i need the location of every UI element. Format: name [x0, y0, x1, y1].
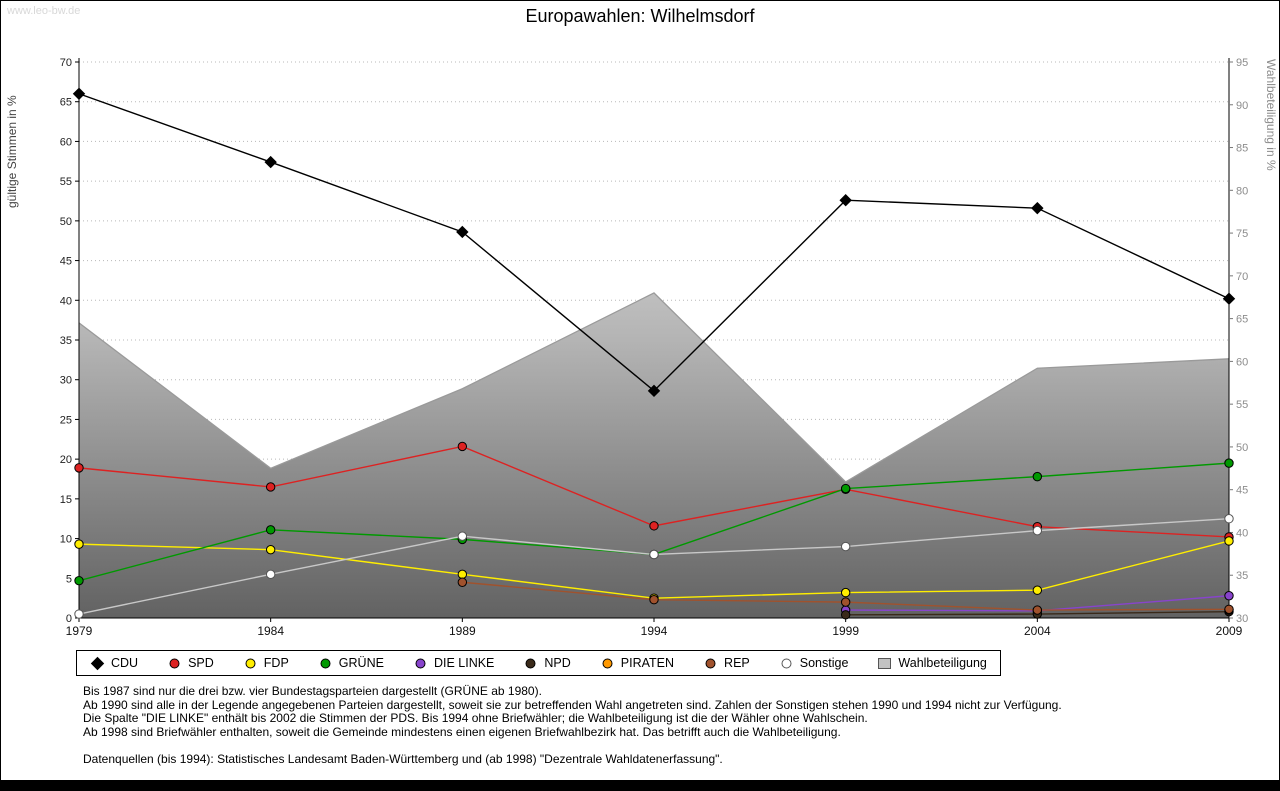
legend-label: NPD	[544, 656, 571, 670]
svg-text:30: 30	[60, 375, 72, 387]
svg-text:35: 35	[1236, 570, 1248, 582]
svg-text:70: 70	[60, 57, 72, 69]
legend-marker-fdp-icon	[245, 658, 256, 668]
markers-sonstige	[74, 514, 1234, 619]
legend-item-grüne: GRÜNE	[318, 656, 384, 671]
svg-text:55: 55	[1236, 399, 1248, 411]
series-markers	[72, 87, 1236, 620]
svg-text:2004: 2004	[1024, 624, 1051, 638]
chart-footnotes: Bis 1987 sind nur die drei bzw. vier Bun…	[83, 684, 1062, 767]
footnote-line: Ab 1990 sind alle in der Legende angegeb…	[83, 697, 1062, 712]
legend-item-die-linke: DIE LINKE	[413, 656, 494, 671]
svg-text:40: 40	[60, 295, 72, 307]
series-area-wahlbeteiligung	[78, 292, 1230, 618]
legend-item-npd: NPD	[523, 656, 571, 671]
svg-text:65: 65	[1236, 314, 1248, 326]
legend-marker-wahlbeteiligung-icon	[878, 657, 892, 669]
legend-marker-die-linke-icon	[415, 658, 426, 668]
svg-text:90: 90	[1236, 100, 1248, 112]
legend-label: DIE LINKE	[433, 656, 495, 670]
legend-label: PIRATEN	[620, 656, 675, 670]
svg-text:gültige Stimmen in %: gültige Stimmen in %	[5, 95, 19, 208]
svg-text:75: 75	[1236, 228, 1248, 240]
svg-text:65: 65	[60, 97, 72, 109]
legend-item-fdp: FDP	[243, 656, 289, 671]
svg-text:95: 95	[1236, 57, 1248, 69]
source-note: Datenquellen (bis 1994): Statistisches L…	[83, 752, 723, 767]
election-line-chart: 0 5 10 15 20 25 30 35 40 45 50 55 60 65 70 30 35 40 45 50 55…	[5, 57, 1278, 638]
svg-text:0: 0	[66, 613, 72, 625]
legend-label: REP	[724, 656, 750, 670]
legend-label: Sonstige	[799, 656, 849, 670]
footnote-line: Die Spalte "DIE LINKE" enthält bis 2002 …	[83, 711, 868, 726]
legend-label: FDP	[263, 656, 289, 670]
legend-item-sonstige: Sonstige	[779, 656, 849, 671]
svg-text:35: 35	[60, 335, 72, 347]
svg-text:50: 50	[60, 216, 72, 228]
legend-item-rep: REP	[703, 656, 750, 671]
svg-text:70: 70	[1236, 271, 1248, 283]
bottom-border-bar	[1, 780, 1279, 790]
footnote-lines: Bis 1987 sind nur die drei bzw. vier Bun…	[83, 684, 1062, 739]
legend-label: CDU	[111, 656, 139, 670]
svg-text:40: 40	[1236, 527, 1248, 539]
watermark: www.leo-bw.de	[7, 5, 81, 17]
svg-text:10: 10	[60, 534, 72, 546]
legend-marker-npd-icon	[525, 658, 536, 668]
legend-label: SPD	[188, 656, 214, 670]
svg-text:45: 45	[1236, 485, 1248, 497]
axes: 0 5 10 15 20 25 30 35 40 45 50 55 60 65 70 30 35 40 45 50 55…	[5, 57, 1278, 638]
markers-cdu	[72, 87, 1236, 398]
legend-item-piraten: PIRATEN	[600, 656, 674, 671]
svg-text:1979: 1979	[66, 624, 93, 638]
svg-text:85: 85	[1236, 143, 1248, 155]
svg-text:5: 5	[66, 573, 72, 585]
svg-text:80: 80	[1236, 185, 1248, 197]
svg-text:1999: 1999	[832, 624, 859, 638]
legend-marker-piraten-icon	[602, 658, 613, 668]
svg-text:Wahlbeteiligung in %: Wahlbeteiligung in %	[1264, 59, 1278, 171]
svg-text:25: 25	[60, 414, 72, 426]
svg-text:30: 30	[1236, 613, 1248, 625]
legend-item-wahlbeteiligung: Wahlbeteiligung	[877, 656, 987, 671]
legend-item-spd: SPD	[167, 656, 214, 671]
legend-marker-spd-icon	[169, 658, 180, 668]
svg-text:60: 60	[1236, 356, 1248, 368]
legend-marker-cdu-icon	[90, 656, 105, 670]
svg-text:60: 60	[60, 136, 72, 148]
footnote-line: Ab 1998 sind Briefwähler enthalten, sowe…	[83, 724, 841, 739]
legend-item-cdu: CDU	[90, 656, 138, 671]
markers-rep	[457, 577, 1234, 615]
chart-legend: CDU SPD FDP GRÜNE DIE LINKE NPD PIRATEN REP Sons…	[76, 650, 1001, 676]
svg-text:55: 55	[60, 176, 72, 188]
svg-text:45: 45	[60, 256, 72, 268]
legend-marker-sonstige-icon	[781, 658, 792, 668]
legend-marker-rep-icon	[705, 658, 716, 668]
footnote-line: Bis 1987 sind nur die drei bzw. vier Bun…	[83, 684, 542, 698]
svg-text:2009: 2009	[1216, 624, 1243, 638]
svg-text:15: 15	[60, 494, 72, 506]
legend-label: Wahlbeteiligung	[898, 656, 987, 670]
svg-text:1984: 1984	[257, 624, 284, 638]
svg-text:50: 50	[1236, 442, 1248, 454]
legend-label: GRÜNE	[338, 656, 384, 670]
legend-marker-grüne-icon	[320, 658, 331, 668]
svg-text:1989: 1989	[449, 624, 476, 638]
svg-text:20: 20	[60, 454, 72, 466]
page-title: Europawahlen: Wilhelmsdorf	[525, 6, 755, 26]
svg-text:1994: 1994	[641, 624, 668, 638]
